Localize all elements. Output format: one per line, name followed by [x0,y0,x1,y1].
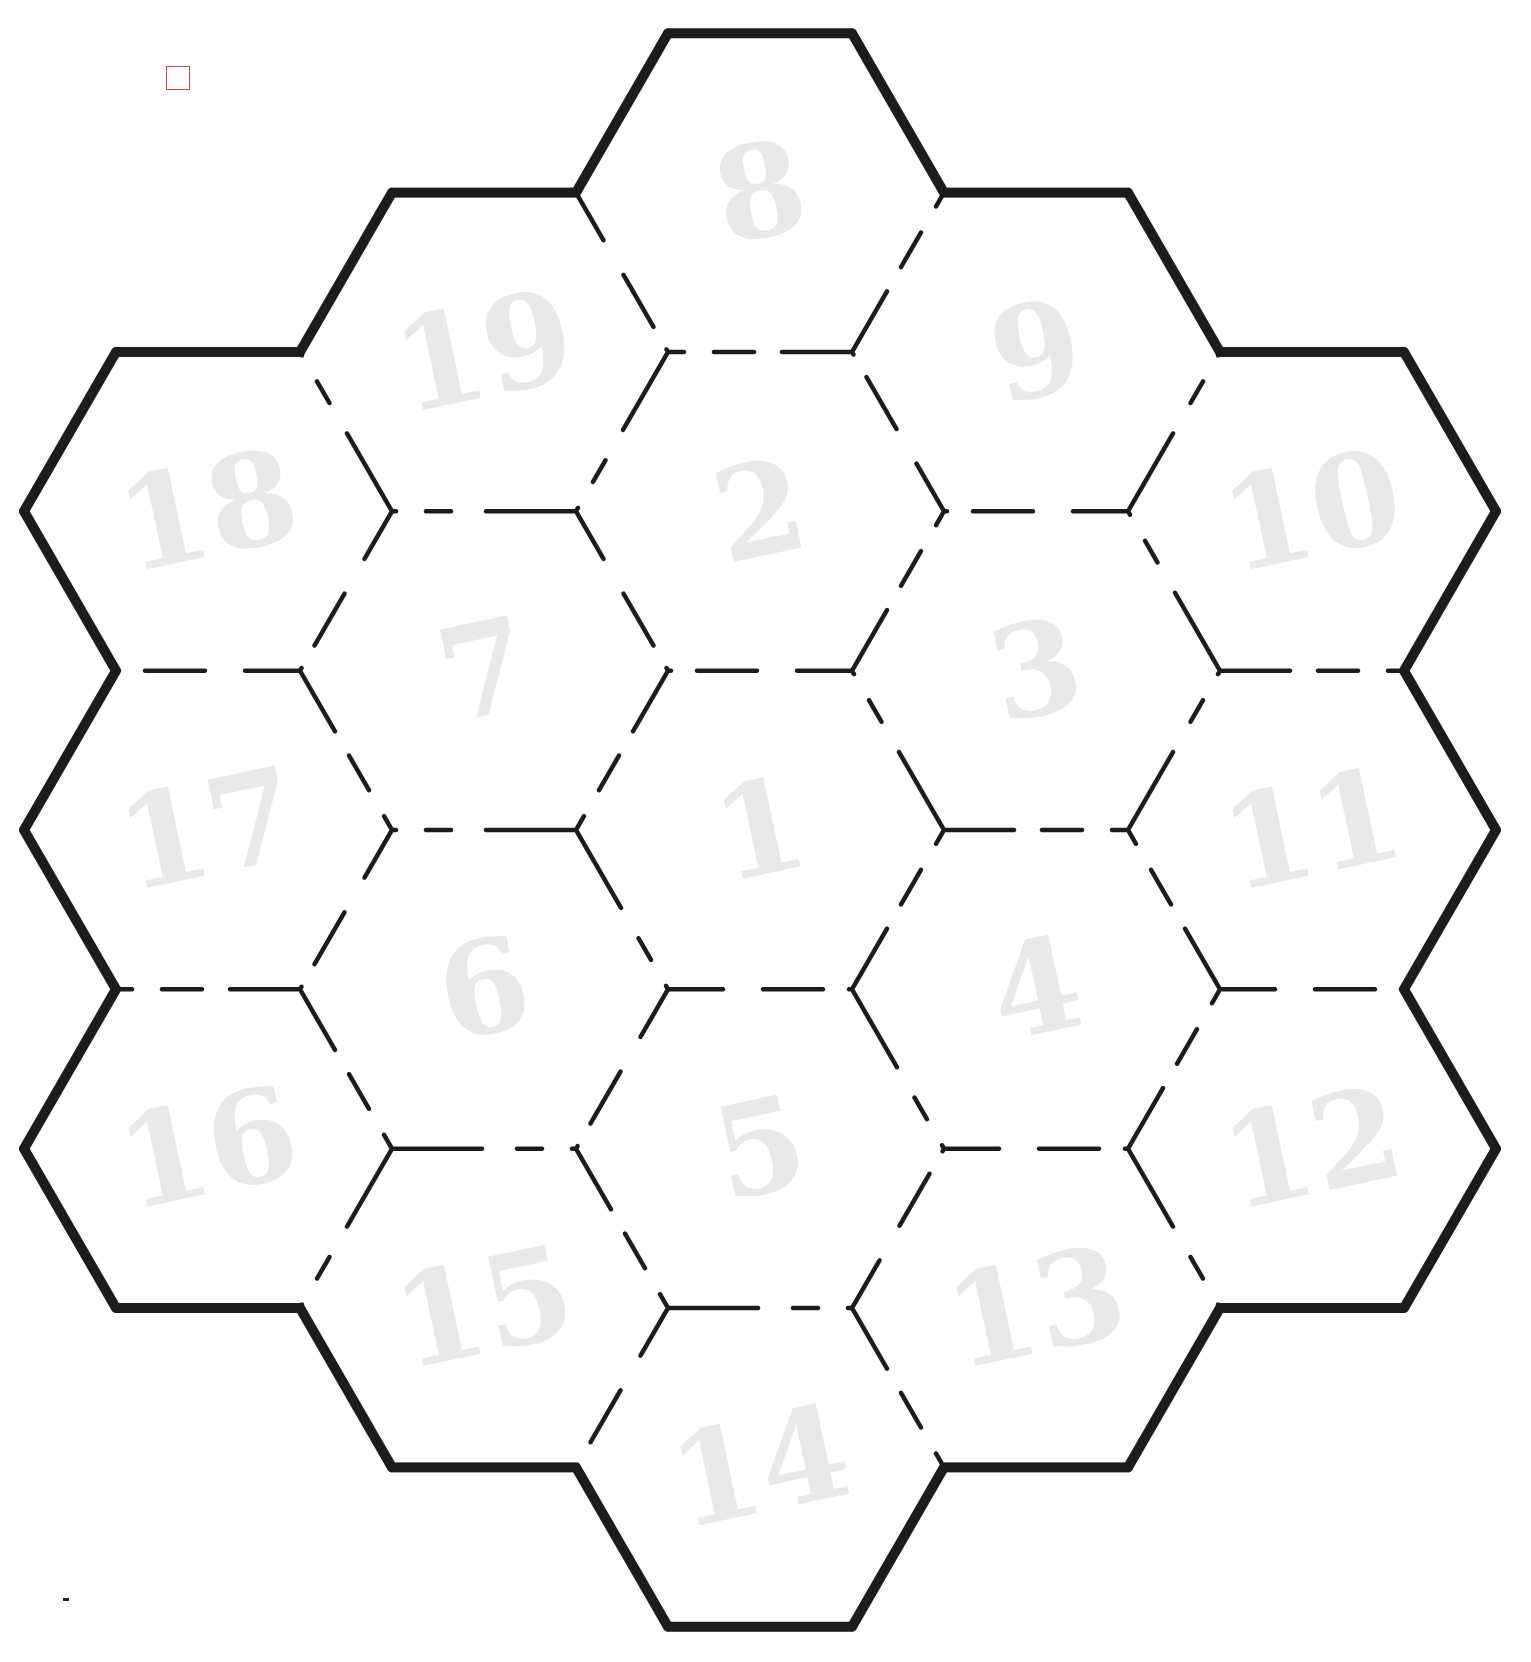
selection-square-icon[interactable] [166,66,190,90]
corner-mark [63,1598,69,1601]
cells-layer [24,33,1496,1626]
